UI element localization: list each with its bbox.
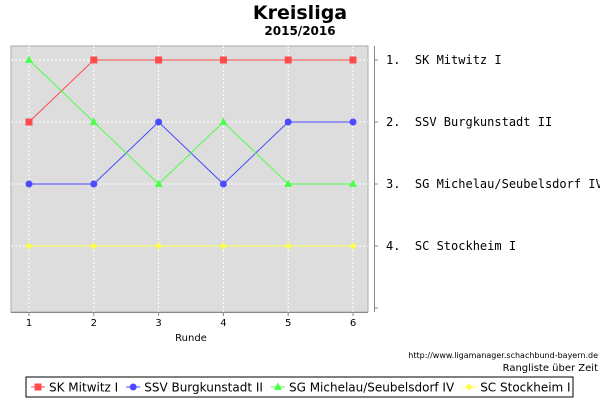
x-tick-label: 3 [155, 318, 161, 329]
data-point-ssv-burgkunstadt-ii [155, 118, 163, 126]
rank-label: 4. SC Stockheim I [386, 239, 516, 253]
x-tick-label: 4 [220, 318, 226, 329]
data-point-sk-mitwitz-i [155, 56, 163, 64]
x-ticks: 1 2 3 4 5 6 [26, 312, 356, 329]
x-axis-label: Runde [175, 333, 207, 344]
data-point-sk-mitwitz-i [90, 56, 98, 64]
data-point-sg-michelau-seubelsdorf-iv [284, 179, 293, 187]
data-point-ssv-burgkunstadt-ii [25, 180, 33, 188]
legend-marker-ssv-burgkunstadt-ii [129, 383, 137, 391]
data-point-ssv-burgkunstadt-ii [349, 118, 357, 126]
legend-label-sk-mitwitz-i: SK Mitwitz I [49, 381, 118, 395]
x-tick-label: 6 [350, 318, 356, 329]
rank-labels: 1. SK Mitwitz I 2. SSV Burgkunstadt II 3. … [374, 53, 600, 309]
data-point-sk-mitwitz-i [284, 56, 292, 64]
data-point-sc-stockheim-i [219, 242, 227, 250]
legend-box [25, 376, 574, 398]
chart-subtitle: 2015/2016 [264, 24, 335, 38]
data-point-ssv-burgkunstadt-ii [219, 180, 227, 188]
series-line-sg-michelau-seubelsdorf-iv [28, 59, 353, 185]
legend-marker-sc-stockheim-i [465, 383, 473, 391]
data-point-ssv-burgkunstadt-ii [90, 180, 98, 188]
chart-title: Kreisliga [253, 2, 347, 24]
data-point-sc-stockheim-i [349, 242, 357, 250]
legend-label-sc-stockheim-i: SC Stockheim I [480, 381, 570, 395]
data-point-sc-stockheim-i [284, 242, 292, 250]
legend-marker-sg-michelau-seubelsdorf-iv [273, 382, 282, 390]
rank-label: 3. SG Michelau/Seubelsdorf IV [386, 177, 600, 191]
rank-label: 2. SSV Burgkunstadt II [386, 115, 552, 129]
data-point-sc-stockheim-i [90, 242, 98, 250]
data-point-ssv-burgkunstadt-ii [284, 118, 292, 126]
legend-label-ssv-burgkunstadt-ii: SSV Burgkunstadt II [144, 381, 263, 395]
legend-label-sg-michelau-seubelsdorf-iv: SG Michelau/Seubelsdorf IV [289, 381, 455, 395]
data-point-sg-michelau-seubelsdorf-iv [25, 55, 33, 63]
data-point-sg-michelau-seubelsdorf-iv [349, 179, 357, 187]
x-tick-label: 2 [91, 318, 97, 329]
x-tick-label: 1 [26, 318, 32, 329]
rank-label: 1. SK Mitwitz I [386, 53, 502, 67]
series-lines [25, 55, 357, 250]
data-point-sc-stockheim-i [25, 242, 33, 250]
footer-caption: Rangliste über Zeit [503, 363, 598, 374]
data-point-sg-michelau-seubelsdorf-iv [89, 117, 98, 125]
x-tick-label: 5 [285, 318, 291, 329]
legend-marker-sk-mitwitz-i [34, 383, 42, 391]
data-point-sg-michelau-seubelsdorf-iv [219, 117, 228, 125]
legend: SK Mitwitz I SSV Burgkunstadt II SG Michel… [31, 381, 571, 395]
data-point-sg-michelau-seubelsdorf-iv [154, 179, 163, 187]
data-point-sk-mitwitz-i [219, 56, 227, 64]
plot-area [10, 45, 369, 313]
data-point-sc-stockheim-i [155, 242, 163, 250]
data-point-sk-mitwitz-i [25, 118, 33, 126]
footer-url[interactable]: http://www.ligamanager.schachbund-bayern… [408, 351, 598, 360]
series-line-sk-mitwitz-i [28, 59, 353, 123]
data-point-sk-mitwitz-i [349, 56, 357, 64]
